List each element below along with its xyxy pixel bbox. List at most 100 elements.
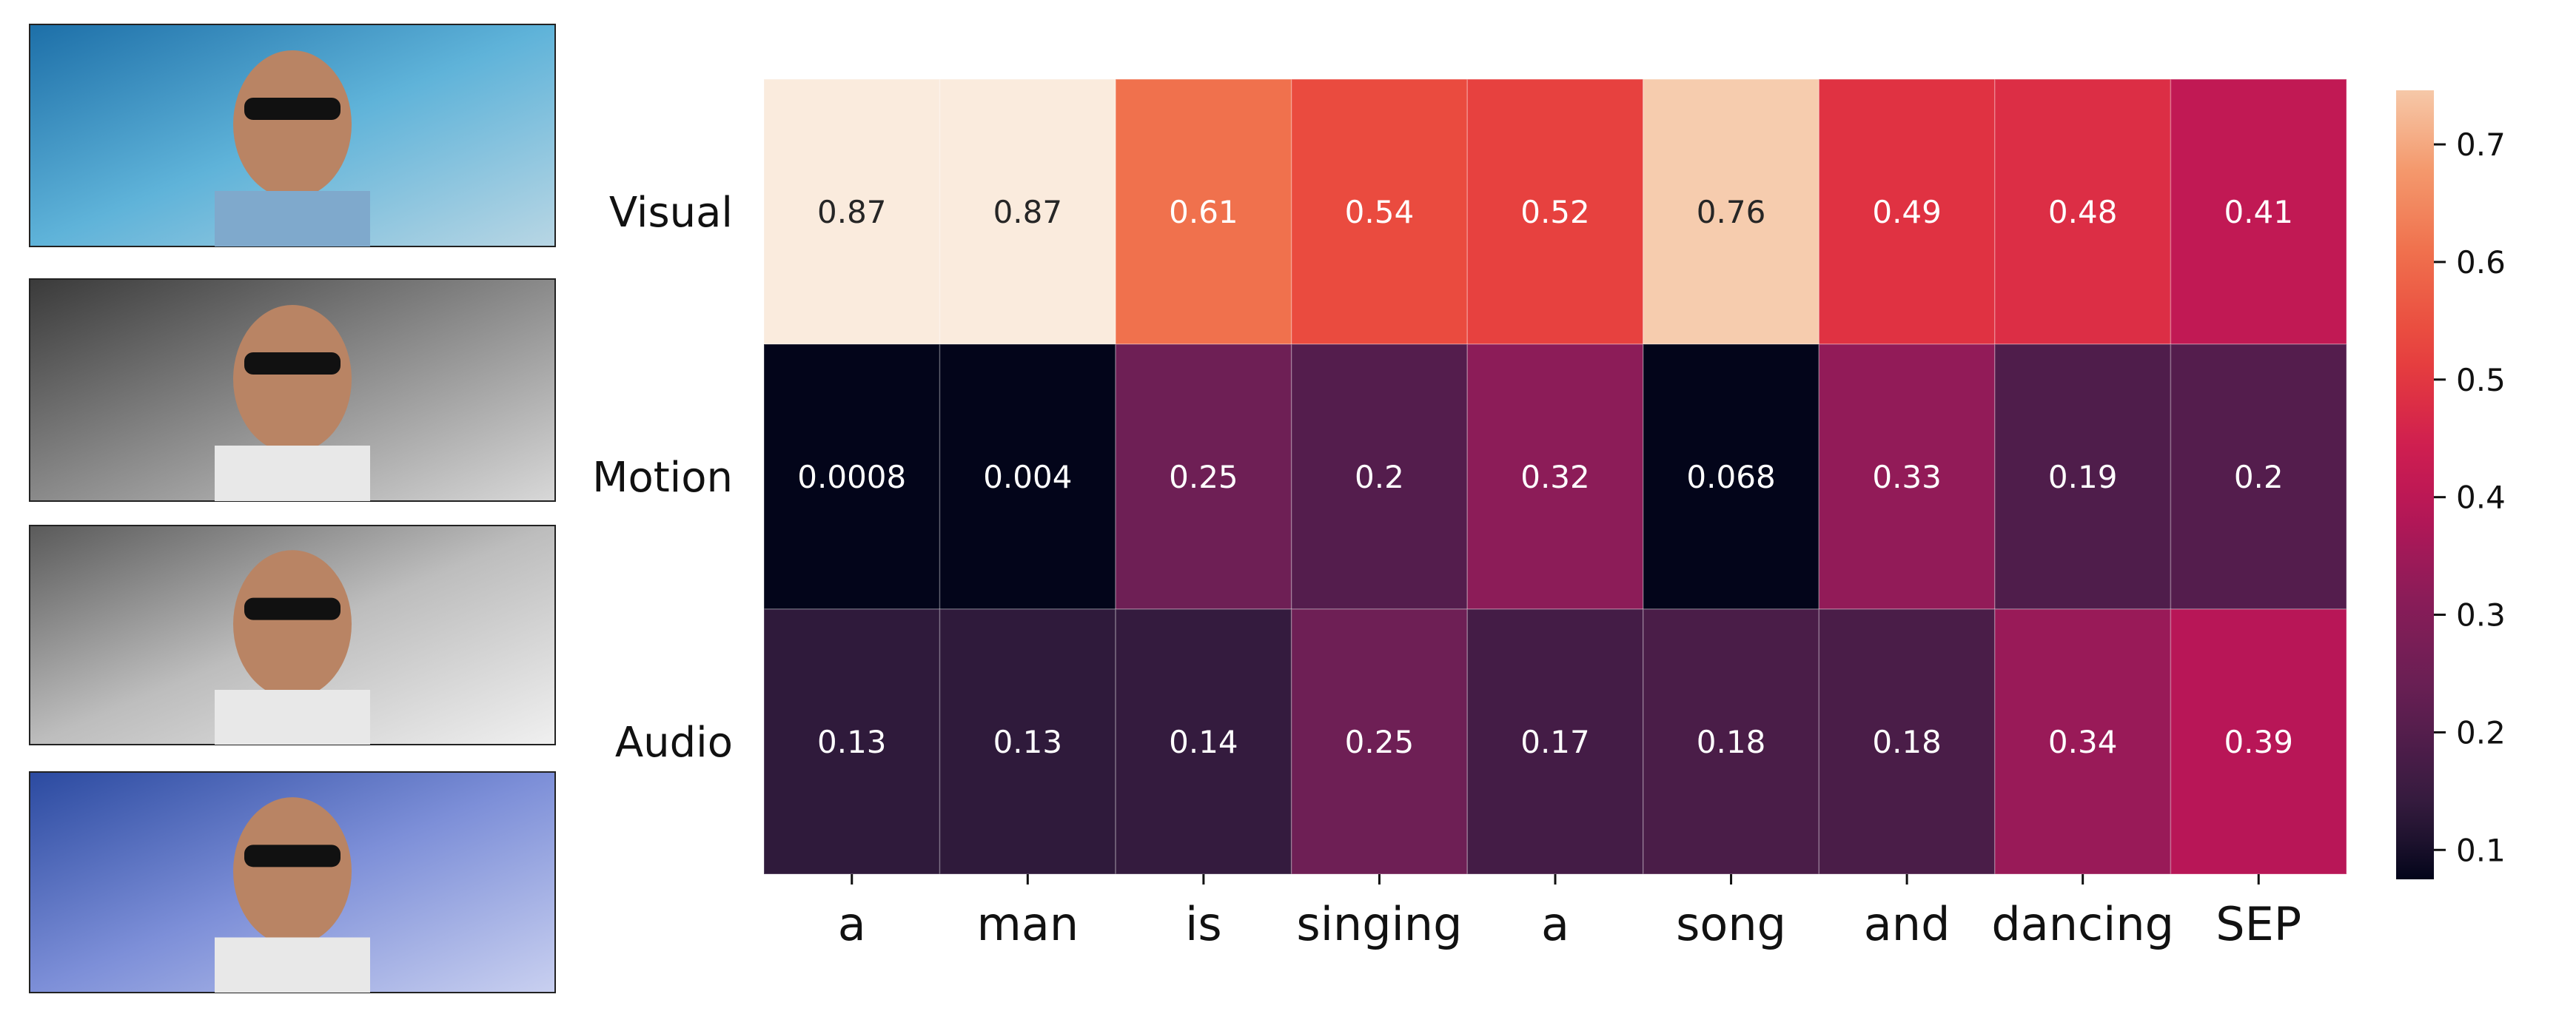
column-label: singing xyxy=(1296,897,1462,951)
heatmap-cell: 0.25 xyxy=(1290,608,1468,875)
cell-annotation: 0.87 xyxy=(817,194,887,230)
person-face xyxy=(233,550,352,699)
heatmap-cell: 0.52 xyxy=(1466,78,1644,345)
person-body xyxy=(215,446,370,501)
column-label: dancing xyxy=(1991,897,2174,951)
person-body xyxy=(215,937,370,993)
person-face xyxy=(233,305,352,453)
cell-rect xyxy=(1115,343,1292,610)
heatmap-cell: 0.33 xyxy=(1818,343,1996,610)
column-label: a xyxy=(1541,897,1569,951)
cell-annotation: 0.39 xyxy=(2224,724,2293,760)
cell-annotation: 0.61 xyxy=(1169,194,1238,230)
sunglasses xyxy=(244,597,341,620)
cell-annotation: 0.19 xyxy=(2048,459,2118,495)
heatmap-cell: 0.39 xyxy=(2170,608,2347,875)
cell-rect xyxy=(1290,78,1468,345)
cell-annotation: 0.52 xyxy=(1520,194,1590,230)
cell-annotation: 0.87 xyxy=(993,194,1063,230)
colorbar-gradient xyxy=(2396,90,2434,879)
colorbar-tick-label: 0.3 xyxy=(2456,597,2506,634)
heatmap-cell: 0.61 xyxy=(1115,78,1292,345)
heatmap-cell: 0.76 xyxy=(1643,78,1820,345)
sunglasses xyxy=(244,845,341,867)
cell-rect xyxy=(763,78,941,345)
person-face xyxy=(233,797,352,946)
heatmap-cell: 0.19 xyxy=(1994,343,2172,610)
heatmap-cell: 0.13 xyxy=(939,608,1116,875)
cell-rect xyxy=(1643,78,1820,345)
person-face xyxy=(233,50,352,198)
cell-rect xyxy=(1643,608,1820,875)
row-label: Motion xyxy=(592,454,733,502)
cell-rect xyxy=(1115,608,1292,875)
heatmap-cell: 0.18 xyxy=(1643,608,1820,875)
heatmap-cell: 0.49 xyxy=(1818,78,1996,345)
cell-rect xyxy=(2170,608,2347,875)
video-frames xyxy=(29,24,556,993)
cell-annotation: 0.32 xyxy=(1520,459,1590,495)
heatmap-cell: 0.34 xyxy=(1994,608,2172,875)
cell-rect xyxy=(763,343,941,610)
column-label: is xyxy=(1185,897,1222,951)
heatmap: 0.87 0.87 0.61 0.54 0.52 0.76 0.49 0.48 0.41 0.00… xyxy=(763,78,2347,875)
cell-rect xyxy=(939,343,1116,610)
cell-annotation: 0.76 xyxy=(1697,194,1766,230)
cell-rect xyxy=(1290,608,1468,875)
heatmap-cell: 0.18 xyxy=(1818,608,1996,875)
heatmap-cell: 0.54 xyxy=(1290,78,1468,345)
cell-rect xyxy=(1290,343,1468,610)
cell-annotation: 0.14 xyxy=(1169,724,1238,760)
video-frame xyxy=(29,771,556,993)
video-frame xyxy=(29,278,556,502)
cell-rect xyxy=(1994,78,2172,345)
colorbar: 0.1 0.2 0.3 0.4 0.5 0.6 0.7 xyxy=(2396,90,2506,879)
cell-rect xyxy=(1818,343,1996,610)
heatmap-cell: 0.2 xyxy=(2170,343,2347,610)
cell-annotation: 0.33 xyxy=(1872,459,1942,495)
sunglasses xyxy=(244,352,341,375)
cell-rect xyxy=(763,608,941,875)
colorbar-tick-label: 0.7 xyxy=(2456,127,2506,163)
video-frame xyxy=(29,525,556,745)
cell-rect xyxy=(1994,343,2172,610)
heatmap-cell: 0.0008 xyxy=(763,343,941,610)
colorbar-tick-label: 0.2 xyxy=(2456,714,2506,751)
cell-annotation: 0.41 xyxy=(2224,194,2293,230)
cell-annotation: 0.54 xyxy=(1345,194,1415,230)
cell-annotation: 0.48 xyxy=(2048,194,2118,230)
heatmap-cell: 0.25 xyxy=(1115,343,1292,610)
cell-annotation: 0.17 xyxy=(1520,724,1590,760)
cell-annotation: 0.0008 xyxy=(797,459,906,495)
cell-rect xyxy=(1466,608,1644,875)
column-label: and xyxy=(1864,897,1951,951)
heatmap-cell: 0.2 xyxy=(1290,343,1468,610)
heatmap-cell: 0.004 xyxy=(939,343,1116,610)
heatmap-cell: 0.14 xyxy=(1115,608,1292,875)
cell-annotation: 0.49 xyxy=(1872,194,1942,230)
cell-annotation: 0.004 xyxy=(983,459,1072,495)
heatmap-cell: 0.87 xyxy=(939,78,1116,345)
column-labels: a man is singing a song and dancing SEP xyxy=(838,874,2301,951)
heatmap-cell: 0.068 xyxy=(1643,343,1820,610)
column-label: a xyxy=(838,897,866,951)
sunglasses xyxy=(244,98,341,120)
cell-annotation: 0.13 xyxy=(817,724,887,760)
cell-rect xyxy=(1115,78,1292,345)
colorbar-tick-label: 0.1 xyxy=(2456,832,2506,868)
cell-annotation: 0.18 xyxy=(1872,724,1942,760)
cell-rect xyxy=(1818,608,1996,875)
person-body xyxy=(215,690,370,745)
row-label: Audio xyxy=(615,719,733,767)
cell-annotation: 0.34 xyxy=(2048,724,2118,760)
heatmap-cell: 0.17 xyxy=(1466,608,1644,875)
colorbar-tick-label: 0.4 xyxy=(2456,480,2506,516)
cell-annotation: 0.18 xyxy=(1697,724,1766,760)
column-label: song xyxy=(1676,897,1786,951)
heatmap-cell: 0.41 xyxy=(2170,78,2347,345)
heatmap-cell: 0.87 xyxy=(763,78,941,345)
heatmap-cell: 0.48 xyxy=(1994,78,2172,345)
person-body xyxy=(215,191,370,246)
cell-rect xyxy=(1466,343,1644,610)
